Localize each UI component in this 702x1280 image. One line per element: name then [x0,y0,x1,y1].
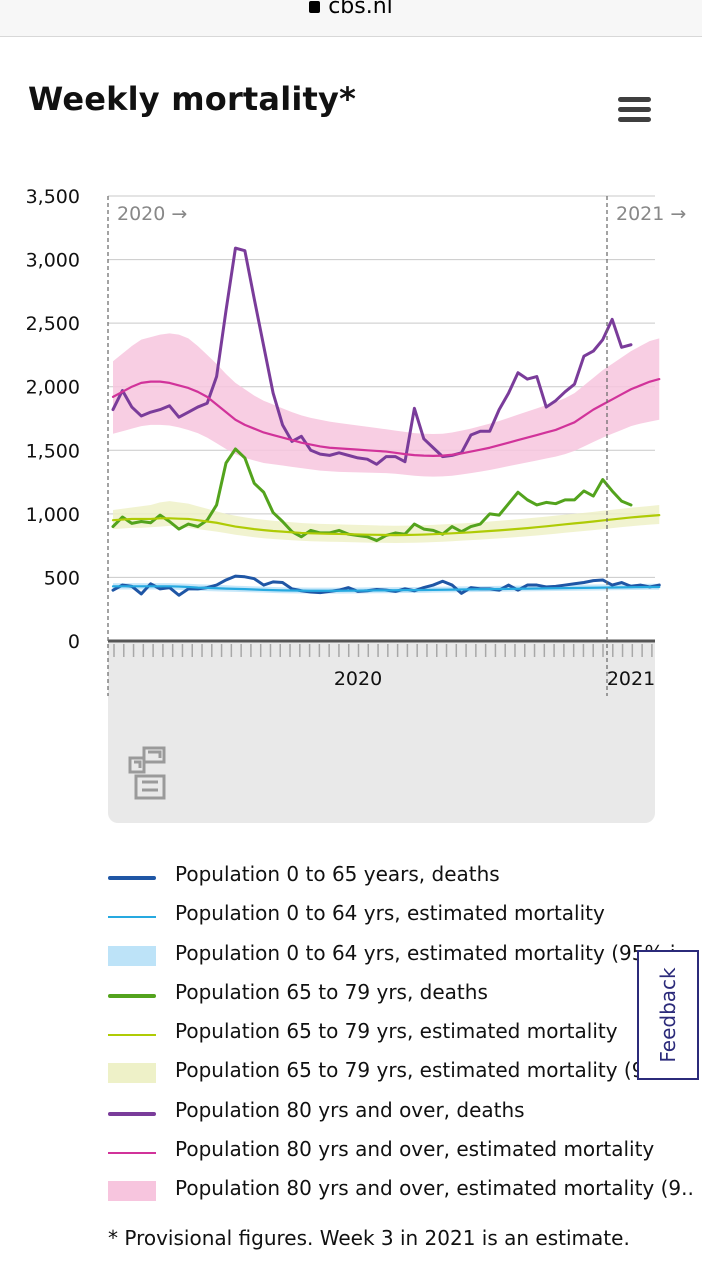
legend-label: Population 0 to 64 yrs, estimated mortal… [175,940,676,965]
series-line-est_0_64 [111,585,661,592]
browser-address-bar[interactable]: cbs.nl [0,0,702,37]
legend-label: Population 80 yrs and over, estimated mo… [175,1137,655,1162]
series-line-deaths_80 [111,246,633,466]
legend-label: Population 80 yrs and over, deaths [175,1097,525,1122]
feedback-button[interactable]: Feedback [637,950,699,1080]
legend-item: Population 65 to 79 yrs, estimated morta… [108,1054,702,1093]
legend-swatch [108,1181,156,1202]
legend-item: Population 80 yrs and over, estimated mo… [108,1172,702,1211]
legend-item: Population 0 to 64 yrs, estimated mortal… [108,937,702,976]
y-tick-label: 2,500 [26,313,80,335]
chart-footer-top [108,641,655,661]
legend-swatch [108,876,156,880]
y-tick-label: 3,000 [26,250,80,272]
y-tick-label: 1,000 [26,504,80,526]
y-tick-label: 500 [44,567,80,589]
band-band_0_64 [113,583,660,594]
legend-item: Population 0 to 65 years, deaths [108,858,702,897]
legend-item: Population 80 yrs and over, estimated mo… [108,1133,702,1172]
year-marker-label: 2020 → [117,203,187,225]
legend-swatch [108,1063,156,1084]
series-line-est_65_79 [111,514,661,537]
legend-item: Population 65 to 79 yrs, estimated morta… [108,1015,702,1054]
legend-swatch [108,993,156,998]
legend-swatch [108,1152,156,1155]
y-tick-label: 3,500 [26,186,80,208]
legend-label: Population 65 to 79 yrs, estimated morta… [175,1019,618,1044]
footnote: * Provisional figures. Week 3 in 2021 is… [108,1226,630,1250]
chart-footer-area [108,641,655,823]
x-axis-label: 2021 [607,668,655,690]
series-line-est_80 [111,377,661,457]
band-band_65_79 [113,501,660,543]
year-marker-label: 2021 → [616,203,686,225]
y-tick-label: 2,000 [26,377,80,399]
series-line-deaths_65_79 [111,447,633,543]
legend-label: Population 65 to 79 yrs, estimated morta… [175,1058,658,1083]
legend-swatch [108,945,156,966]
page-title: Weekly mortality* [28,80,357,118]
legend-label: Population 65 to 79 yrs, deaths [175,979,488,1004]
y-tick-label: 0 [68,631,80,653]
legend-item: Population 80 yrs and over, deaths [108,1094,702,1133]
legend-label: Population 0 to 64 yrs, estimated mortal… [175,901,605,926]
cbs-logo-icon [128,746,166,800]
y-tick-label: 1,500 [26,440,80,462]
hamburger-menu-icon[interactable] [618,97,652,123]
x-axis-label: 2020 [334,668,382,690]
legend-label: Population 0 to 65 years, deaths [175,862,500,886]
url-text[interactable]: cbs.nl [0,0,702,19]
legend-swatch [108,1034,156,1037]
band-band_80 [113,333,660,477]
legend-item: Population 65 to 79 yrs, deaths [108,976,702,1015]
lock-icon [309,1,321,13]
legend-swatch [108,1111,156,1116]
legend-item: Population 0 to 64 yrs, estimated mortal… [108,897,702,936]
chart-legend: Population 0 to 65 years, deaths Populati… [108,858,702,1212]
legend-label: Population 80 yrs and over, estimated mo… [175,1176,694,1201]
legend-swatch [108,916,156,919]
weekly-mortality-chart: 0 500 1,000 1,500 2,000 2,500 3,000 3,500 2020 →… [26,186,686,823]
